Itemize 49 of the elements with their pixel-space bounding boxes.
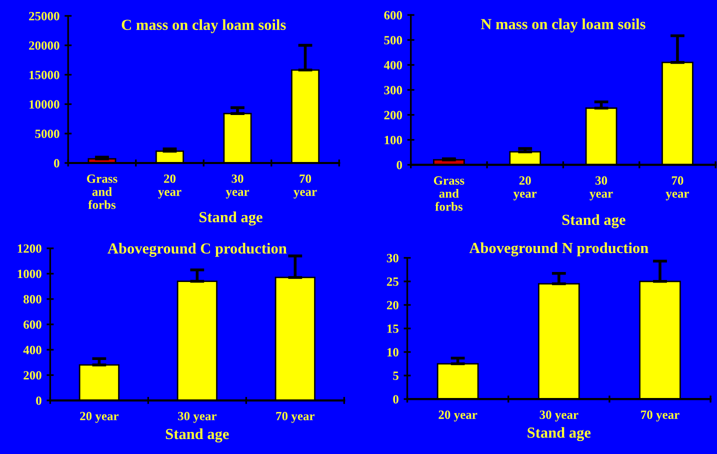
x-tick-label: 70 year <box>294 174 317 199</box>
chart-title: Aboveground N production <box>469 242 648 256</box>
x-axis-title: Stand age <box>200 212 262 226</box>
x-tick-label: Grass and forbs <box>86 174 118 210</box>
chart-title: N mass on clay loam soils <box>480 18 646 32</box>
y-tick-label: 0 <box>396 160 402 170</box>
x-axis-title: Stand age <box>528 427 591 442</box>
x-tick-label: 30 year <box>178 412 217 423</box>
y-tick-label: 0 <box>54 159 60 168</box>
y-tick-label: 200 <box>384 110 402 120</box>
y-tick-label: 300 <box>384 86 402 94</box>
y-tick-label: 25000 <box>29 12 60 20</box>
y-tick-label: 20000 <box>29 41 60 50</box>
x-tick-label: 30 year <box>590 176 613 200</box>
y-tick-label: 0 <box>393 395 398 404</box>
x-tick-label: 70 year <box>666 176 690 200</box>
x-tick-label: 70 year <box>641 410 680 422</box>
y-tick-label: 100 <box>384 136 402 144</box>
x-tick-label: 30 year <box>226 174 250 199</box>
y-tick-label: 20 <box>386 300 398 310</box>
y-tick-label: 25 <box>386 277 398 286</box>
y-tick-label: 400 <box>384 60 402 70</box>
x-axis-title: Stand age <box>562 214 626 228</box>
y-tick-label: 1000 <box>18 270 42 278</box>
y-tick-label: 10 <box>387 348 398 356</box>
chart-title: C mass on clay loam soils <box>122 19 286 34</box>
chart-title: Aboveground C production <box>108 242 287 257</box>
y-tick-label: 200 <box>24 371 42 380</box>
y-tick-label: 5000 <box>35 130 60 138</box>
x-tick-label: Grass and forbs <box>434 176 464 211</box>
y-tick-label: 600 <box>24 320 42 329</box>
x-tick-label: 20 year <box>438 410 478 422</box>
y-tick-label: 30 <box>386 254 398 262</box>
y-tick-label: 15 <box>387 324 398 333</box>
y-tick-label: 400 <box>23 346 42 354</box>
y-tick-label: 5 <box>393 372 398 380</box>
x-tick-label: 20 year <box>158 174 182 199</box>
x-tick-label: 70 year <box>276 412 315 423</box>
y-tick-label: 500 <box>384 36 402 44</box>
x-tick-label: 20 year <box>513 176 537 200</box>
x-axis-title: Stand age <box>166 428 229 442</box>
y-tick-label: 10000 <box>30 100 60 109</box>
y-tick-label: 600 <box>384 11 402 20</box>
y-tick-label: 1200 <box>18 244 42 253</box>
x-tick-label: 30 year <box>540 410 578 422</box>
y-tick-label: 800 <box>24 295 42 304</box>
y-tick-label: 0 <box>36 396 42 405</box>
y-tick-label: 15000 <box>30 70 60 80</box>
x-tick-label: 20 year <box>80 412 119 423</box>
